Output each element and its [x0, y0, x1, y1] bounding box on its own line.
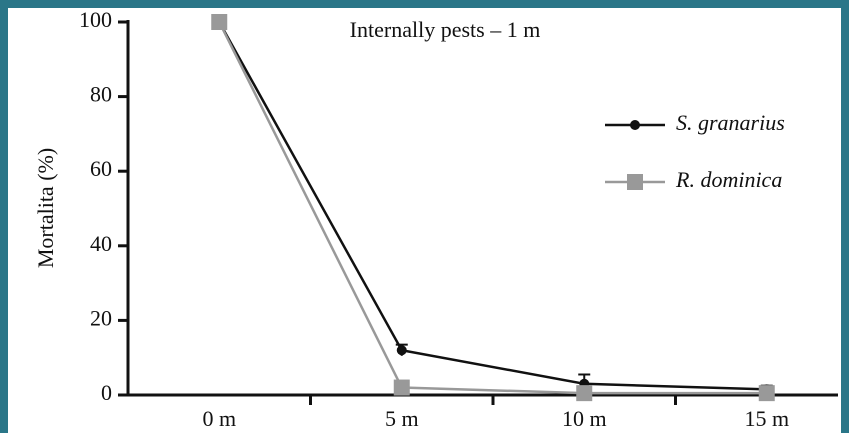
legend-marker	[630, 120, 640, 130]
y-tick-label: 20	[90, 305, 112, 330]
x-tick-label: 15 m	[744, 406, 789, 431]
legend-label: R. dominica	[675, 167, 782, 192]
y-tick-label: 0	[101, 380, 112, 405]
series-line	[218, 21, 767, 395]
y-tick-label: 80	[90, 82, 112, 107]
legend-marker	[627, 174, 643, 190]
y-tick-label: 100	[79, 7, 112, 32]
series-line	[218, 21, 767, 391]
x-tick-label: 5 m	[385, 406, 419, 431]
legend-label: S. granarius	[676, 110, 785, 135]
marker	[758, 385, 775, 402]
x-tick-label: 0 m	[202, 406, 236, 431]
chart-title: Internally pests – 1 m	[350, 17, 541, 42]
marker	[211, 14, 228, 30]
y-axis-label: Mortalita (%)	[33, 148, 58, 268]
plot-background	[8, 8, 841, 433]
y-tick-label: 60	[90, 156, 112, 181]
x-tick-label: 10 m	[562, 406, 607, 431]
marker	[576, 385, 593, 402]
marker	[396, 345, 407, 356]
y-tick-label: 40	[90, 231, 112, 256]
marker	[393, 379, 410, 396]
